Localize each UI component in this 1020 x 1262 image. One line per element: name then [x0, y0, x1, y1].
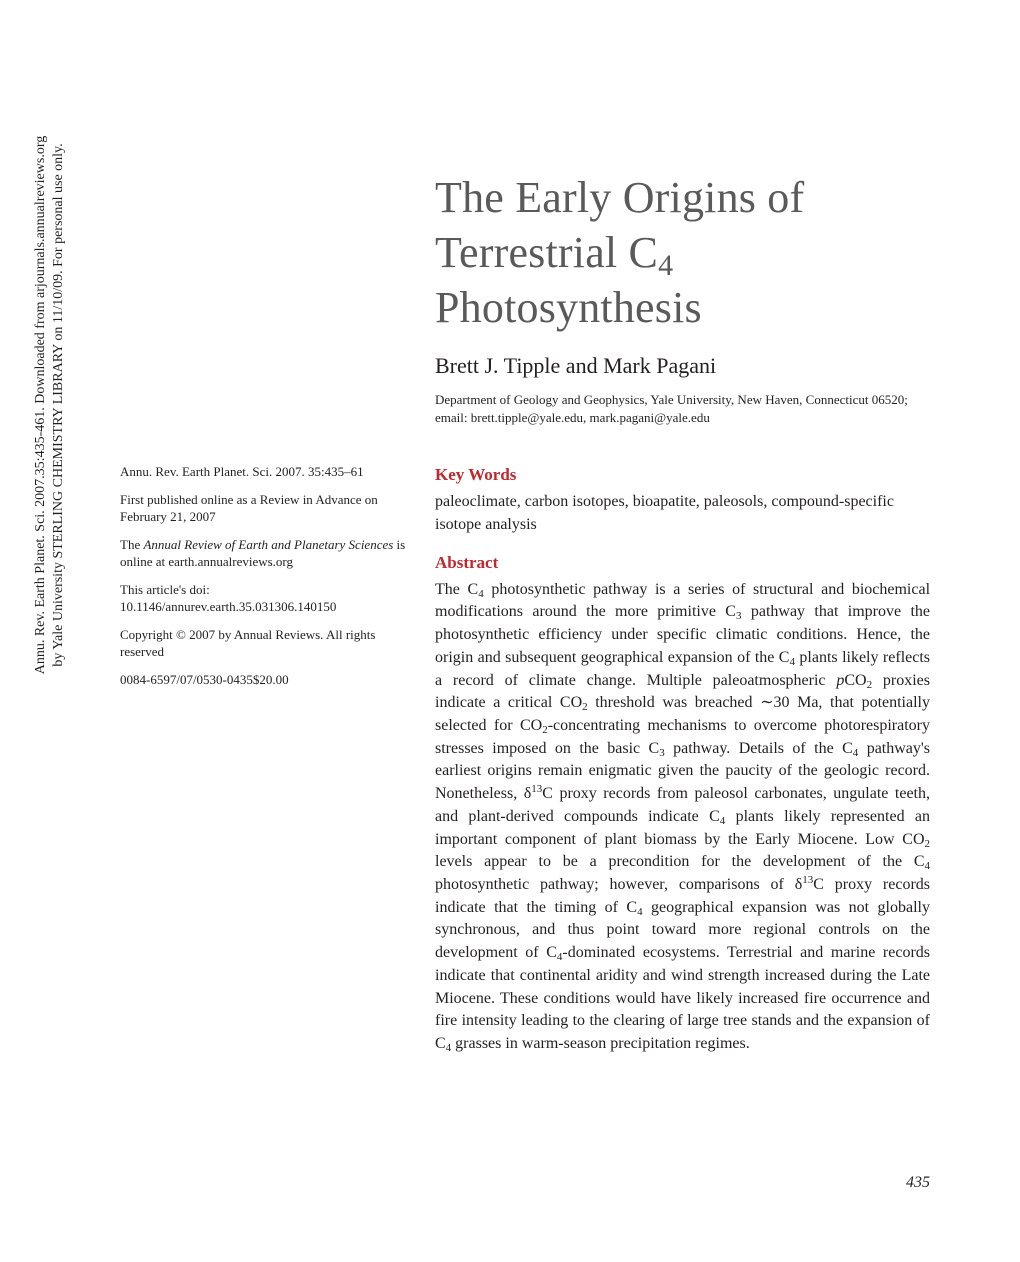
doi-block: This article's doi: 10.1146/annurev.eart… — [120, 581, 410, 616]
abstract-text: The C4 photosynthetic pathway is a serie… — [435, 579, 930, 1056]
publication-metadata: Annu. Rev. Earth Planet. Sci. 2007. 35:4… — [120, 463, 410, 698]
title-block: The Early Origins of Terrestrial C4 Phot… — [435, 170, 930, 427]
keywords-text: paleoclimate, carbon isotopes, bioapatit… — [435, 491, 930, 536]
copyright: Copyright © 2007 by Annual Reviews. All … — [120, 626, 410, 661]
abstract-heading: Abstract — [435, 551, 930, 575]
download-provenance-note: Annu. Rev. Earth Planet. Sci. 2007.35:43… — [32, 125, 68, 685]
journal-title-page: Annu. Rev. Earth Planet. Sci. 2007.35:43… — [0, 0, 1020, 1262]
keywords-heading: Key Words — [435, 463, 930, 487]
provenance-line-2: by Yale University STERLING CHEMISTRY LI… — [51, 143, 66, 666]
issn-price: 0084-6597/07/0530-0435$20.00 — [120, 671, 410, 689]
page-number: 435 — [906, 1174, 930, 1192]
provenance-line-1: Annu. Rev. Earth Planet. Sci. 2007.35:43… — [33, 136, 48, 675]
doi-value: 10.1146/annurev.earth.35.031306.140150 — [120, 599, 336, 614]
journal-online-note: The Annual Review of Earth and Planetary… — [120, 536, 410, 571]
affiliation: Department of Geology and Geophysics, Ya… — [435, 391, 930, 427]
abstract-column: Key Words paleoclimate, carbon isotopes,… — [435, 463, 930, 1056]
first-published: First published online as a Review in Ad… — [120, 491, 410, 526]
citation: Annu. Rev. Earth Planet. Sci. 2007. 35:4… — [120, 463, 410, 481]
authors: Brett J. Tipple and Mark Pagani — [435, 353, 930, 379]
article-title: The Early Origins of Terrestrial C4 Phot… — [435, 170, 930, 335]
